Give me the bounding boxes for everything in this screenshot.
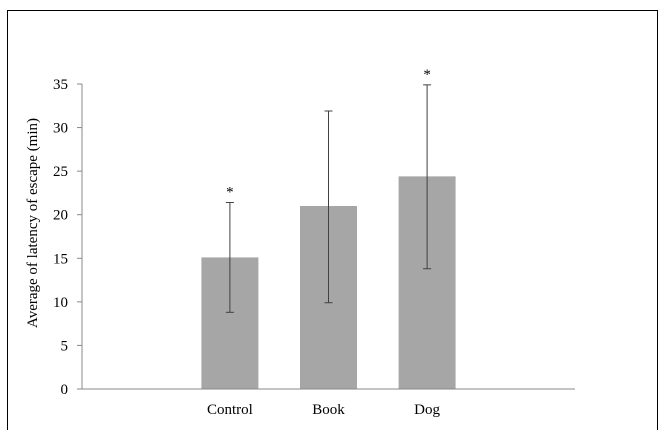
x-category-label: Book (312, 402, 345, 418)
y-tick-label: 15 (53, 251, 68, 267)
y-tick-label: 10 (53, 295, 68, 311)
y-tick-label: 0 (61, 382, 69, 398)
figure-frame (7, 10, 658, 430)
y-tick-label: 35 (53, 77, 68, 93)
y-axis-title: Average of latency of escape (min) (25, 118, 41, 328)
bar-chart: Average of latency of escape (min) 0 5 10 1… (25, 67, 575, 418)
error-bars: ** (225, 67, 432, 313)
significance-marker: * (226, 185, 234, 201)
y-tick-label: 5 (61, 338, 69, 354)
significance-marker: * (423, 67, 431, 83)
x-category-label: Dog (414, 402, 440, 418)
y-tick-label: 30 (53, 121, 68, 137)
y-axis: 0 5 10 15 20 25 30 35 (53, 77, 83, 398)
x-axis: Control Book Dog (82, 388, 575, 418)
x-category-label: Control (207, 402, 253, 418)
y-tick-label: 20 (53, 208, 68, 224)
y-tick-label: 25 (53, 164, 68, 180)
